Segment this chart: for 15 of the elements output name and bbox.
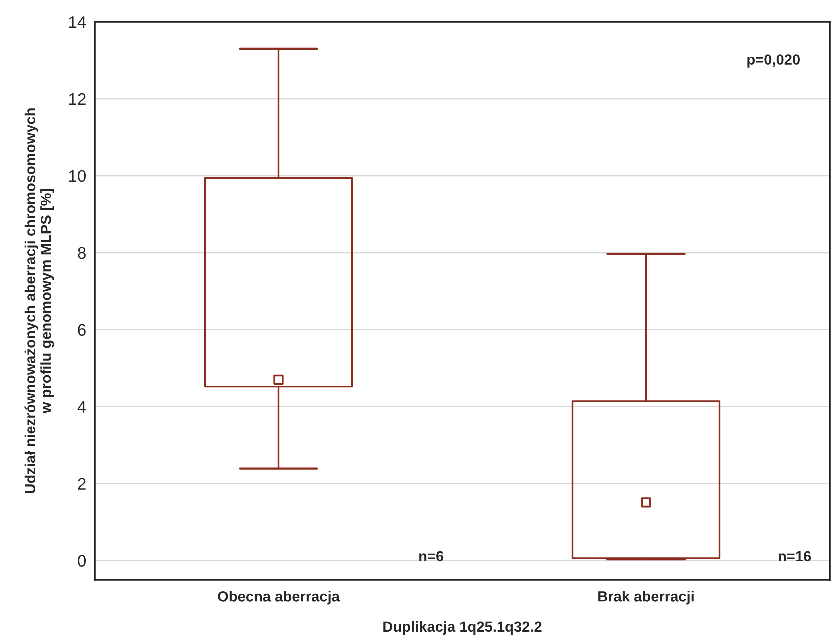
y-axis-title: Udział niezrównoważonych aberracji chromosomowych w profilu genomowym MLPS [%] xyxy=(24,108,54,494)
annotation: n=16 xyxy=(778,551,812,562)
y-tick-label: 14 xyxy=(69,16,86,28)
x-tick-label: Brak aberracji xyxy=(598,591,694,605)
y-tick-label: 10 xyxy=(69,170,86,182)
y-tick-label: 0 xyxy=(78,555,86,567)
annotation: p=0,020 xyxy=(748,54,800,68)
x-tick-label: Obecna aberracja xyxy=(218,591,340,605)
y-tick-label: 6 xyxy=(78,324,86,336)
y-tick-label: 8 xyxy=(78,247,86,260)
y-tick-label: 2 xyxy=(78,478,86,490)
y-tick-label: 12 xyxy=(69,93,86,106)
annotation: n=6 xyxy=(420,551,444,562)
x-axis-title: Duplikacja 1q25.1q32.2 xyxy=(384,621,542,635)
y-tick-label: 4 xyxy=(78,401,86,413)
